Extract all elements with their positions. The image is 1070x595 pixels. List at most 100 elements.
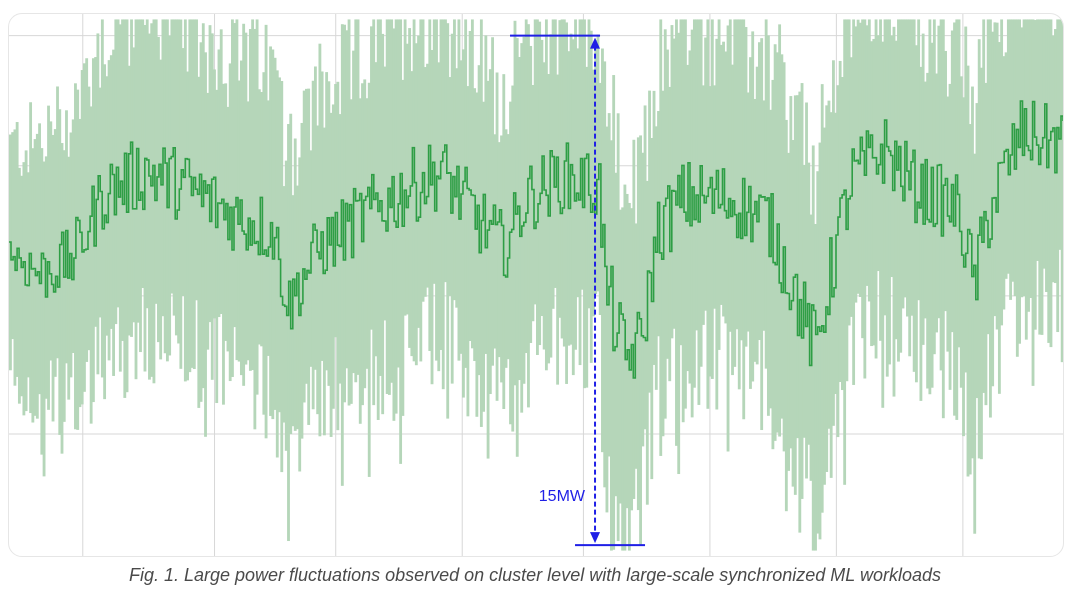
- range-band-bar: [964, 26, 968, 373]
- range-band-bar: [1002, 56, 1006, 310]
- range-band-bar: [396, 19, 400, 368]
- range-band-bar: [475, 92, 479, 417]
- range-band-bar: [235, 19, 239, 361]
- range-band-bar: [300, 122, 304, 439]
- range-band-bar: [616, 113, 620, 542]
- range-band-bar: [504, 129, 508, 368]
- range-band-bar: [836, 85, 840, 438]
- range-band-bar: [733, 19, 737, 367]
- range-band-bar: [681, 19, 685, 423]
- range-band-bar: [47, 105, 50, 410]
- range-band-bar: [524, 19, 528, 354]
- range-band-bar: [585, 66, 589, 388]
- range-band-bar: [177, 19, 181, 344]
- range-band-bar: [98, 87, 102, 318]
- range-band-bar: [251, 19, 255, 371]
- range-band-bar: [195, 19, 198, 301]
- range-band-bar: [760, 38, 764, 431]
- range-band-bar: [83, 63, 86, 392]
- range-band-bar: [533, 19, 537, 305]
- range-band-bar: [1056, 19, 1060, 333]
- range-band-bar: [20, 175, 24, 397]
- range-band-bar: [376, 19, 380, 420]
- range-band-bar: [789, 96, 793, 449]
- range-band-bar: [488, 69, 492, 395]
- range-band-bar: [892, 26, 896, 397]
- range-band-bar: [657, 111, 660, 337]
- range-band-bar: [762, 100, 766, 331]
- range-band-bar: [820, 84, 824, 513]
- range-band-bar: [764, 19, 768, 369]
- range-band-bar: [462, 49, 465, 398]
- range-band-bar: [876, 35, 880, 272]
- range-band-bar: [1049, 19, 1053, 348]
- range-band-bar: [740, 19, 743, 341]
- range-band-bar: [372, 19, 376, 406]
- range-band-bar: [605, 126, 609, 513]
- range-band-bar: [500, 135, 503, 383]
- range-band-bar: [260, 92, 264, 347]
- range-band-bar: [639, 135, 642, 546]
- range-band-bar: [645, 180, 649, 505]
- range-band-bar: [491, 37, 494, 366]
- range-band-bar: [145, 19, 149, 309]
- range-band-bar: [1040, 19, 1044, 335]
- range-band-bar: [885, 19, 889, 377]
- range-band-bar: [832, 60, 835, 426]
- range-band-bar: [318, 43, 322, 437]
- range-band-bar: [897, 19, 900, 362]
- range-band-bar: [361, 83, 364, 406]
- range-band-bar: [109, 55, 113, 329]
- range-band-bar: [495, 72, 499, 401]
- range-band-bar: [219, 29, 223, 315]
- range-band-bar: [1024, 19, 1028, 340]
- range-band-bar: [1000, 19, 1004, 326]
- range-band-bar: [174, 19, 178, 336]
- range-band-bar: [735, 19, 739, 330]
- range-band-bar: [722, 41, 725, 317]
- range-band-bar: [547, 74, 551, 364]
- range-band-bar: [363, 79, 367, 389]
- range-band-bar: [233, 23, 237, 328]
- range-band-bar: [183, 19, 187, 382]
- range-band-bar: [340, 24, 344, 486]
- range-band-bar: [805, 102, 808, 479]
- range-band-bar: [838, 60, 842, 383]
- annotation-arrow-head-down: [590, 532, 601, 544]
- range-band-bar: [610, 140, 613, 551]
- range-band-bar: [1004, 52, 1008, 279]
- range-band-bar: [130, 19, 133, 337]
- range-band-bar: [56, 86, 59, 359]
- range-band-bar: [1031, 19, 1035, 386]
- range-band-bar: [49, 121, 53, 361]
- range-band-bar: [426, 63, 429, 288]
- range-band-bar: [1020, 27, 1024, 298]
- range-band-bar: [648, 90, 651, 393]
- range-band-bar: [744, 27, 748, 347]
- range-band-bar: [643, 105, 647, 430]
- range-band-bar: [719, 44, 723, 305]
- range-band-bar: [989, 19, 992, 418]
- range-band-bar: [825, 105, 829, 472]
- range-band-bar: [726, 25, 730, 452]
- range-band-bar: [623, 184, 627, 551]
- range-band-bar: [121, 19, 124, 341]
- range-band-bar: [296, 185, 299, 430]
- range-band-bar: [957, 19, 961, 348]
- range-band-bar: [334, 84, 338, 338]
- range-band-bar: [704, 37, 708, 311]
- annotation-label: 15MW: [539, 488, 586, 505]
- range-band-bar: [273, 57, 277, 410]
- range-band-bar: [867, 19, 871, 302]
- range-band-bar: [995, 22, 999, 330]
- range-band-bar: [1033, 20, 1037, 330]
- range-band-bar: [1036, 19, 1039, 261]
- range-band-bar: [412, 19, 416, 362]
- range-band-bar: [482, 101, 486, 412]
- range-band-bar: [231, 19, 234, 377]
- range-band-bar: [695, 19, 699, 331]
- range-band-bar: [791, 140, 795, 487]
- range-band-bar: [150, 23, 154, 377]
- range-band-bar: [701, 85, 705, 325]
- range-band-bar: [206, 92, 210, 350]
